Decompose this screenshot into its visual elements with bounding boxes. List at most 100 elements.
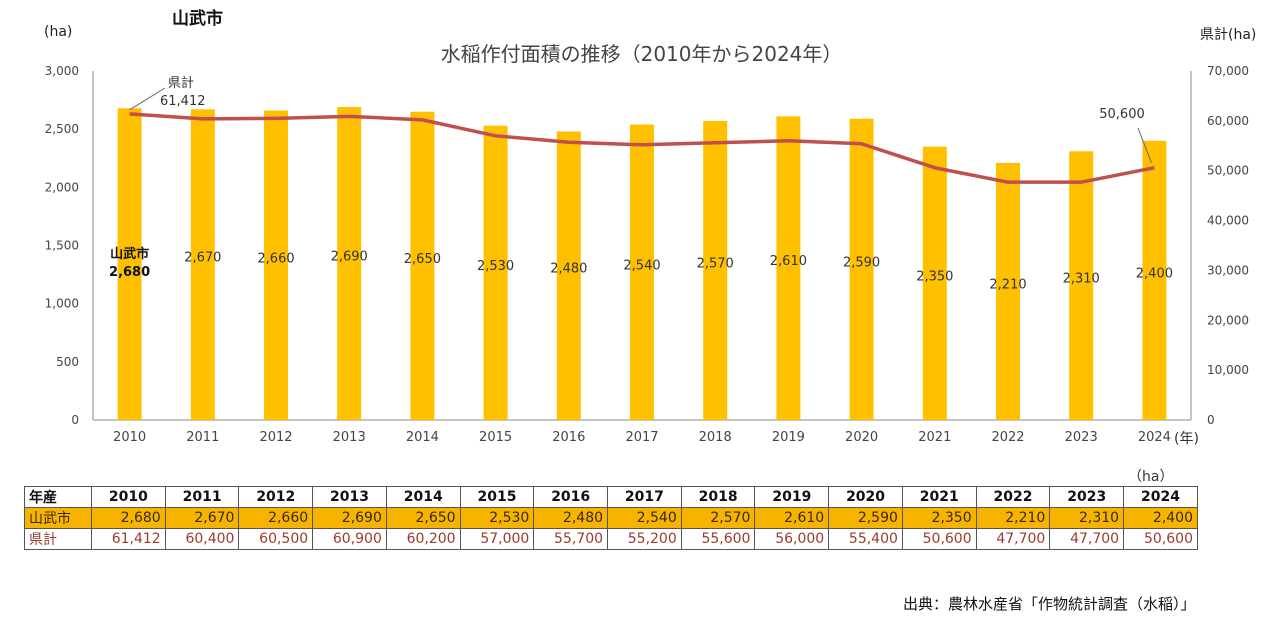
right-tick-label: 20,000 — [1207, 313, 1249, 327]
bar-series-name-label: 山武市 — [110, 246, 149, 262]
right-tick-label: 60,000 — [1207, 114, 1249, 128]
table-value-cell: 50,600 — [1123, 528, 1198, 550]
table-value-cell: 55,600 — [680, 528, 756, 550]
table-value-cell: 60,200 — [385, 528, 461, 550]
left-tick-label: 0 — [71, 413, 79, 427]
x-tick-label: 2011 — [186, 430, 219, 445]
x-tick-label: 2023 — [1065, 430, 1098, 445]
right-tick-label: 50,000 — [1207, 164, 1249, 178]
line-series — [129, 112, 1155, 184]
bar — [1142, 140, 1167, 421]
table-value-cell: 56,000 — [754, 528, 830, 550]
table-row-label: 山武市 — [24, 507, 92, 529]
table-value-cell: 2,480 — [533, 507, 609, 529]
table-year-cell: 2023 — [1049, 486, 1125, 508]
table-value-cell: 60,500 — [238, 528, 314, 550]
x-tick-label: 2016 — [552, 430, 585, 445]
annotation-leader — [1137, 127, 1152, 163]
x-tick-label: 2021 — [918, 430, 951, 445]
table-year-cell: 2022 — [975, 486, 1051, 508]
bar — [922, 146, 947, 420]
table-unit: （ha） — [1128, 469, 1174, 485]
table-year-cell: 2016 — [533, 486, 609, 508]
left-tick-label: 1,000 — [45, 297, 79, 311]
bar — [264, 110, 288, 420]
x-tick-label: 2017 — [625, 430, 658, 445]
table-year-cell: 2021 — [901, 486, 977, 508]
x-tick-label: 2022 — [991, 430, 1024, 445]
table-header-row: 年産 2010 2011 2012 2013 2014 2015 2016 2017 2018 20… — [24, 486, 1198, 508]
left-tick-label: 2,000 — [45, 180, 79, 194]
table-value-cell: 47,700 — [1049, 528, 1125, 550]
right-axis-unit: 県計(ha) — [1200, 27, 1257, 43]
right-tick-label: 30,000 — [1207, 263, 1249, 277]
table-value-cell: 2,210 — [975, 507, 1051, 529]
bar — [849, 118, 874, 421]
table-row: 県計 61,412 60,400 60,500 60,900 60,200 57,000 55… — [24, 528, 1198, 550]
bar-data-label: 2,350 — [916, 269, 953, 284]
left-axis-unit: (ha) — [44, 24, 73, 40]
x-tick-label: 2024 — [1138, 430, 1171, 445]
table-value-cell: 60,900 — [312, 528, 387, 550]
x-tick-label: 2013 — [333, 430, 366, 445]
x-tick-label: 2014 — [406, 430, 439, 445]
x-tick-label: 2018 — [699, 430, 732, 445]
table-header-label: 年産 — [24, 486, 92, 508]
x-axis-unit: (年) — [1174, 431, 1199, 447]
table-value-cell: 2,530 — [459, 507, 535, 529]
table-value-cell: 2,650 — [385, 507, 461, 529]
bar-data-label: 2,680 — [109, 265, 150, 280]
chart-area: 0 500 1,000 1,500 2,000 2,500 3,000 0 10,000 20,0… — [45, 64, 1249, 445]
table-year-cell: 2019 — [754, 486, 830, 508]
x-tick-label: 2010 — [113, 430, 146, 445]
table-year-cell: 2017 — [607, 486, 682, 508]
annotation-leader — [129, 87, 166, 111]
table-value-cell: 61,412 — [91, 528, 166, 550]
table-value-cell: 2,570 — [680, 507, 756, 529]
bar — [776, 116, 801, 421]
bar — [556, 131, 581, 420]
table-value-cell: 2,690 — [312, 507, 387, 529]
bar — [630, 124, 654, 420]
data-table: 年産 2010 2011 2012 2013 2014 2015 2016 2017 2018 20… — [24, 486, 1198, 550]
left-tick-label: 500 — [56, 355, 79, 369]
bar — [703, 121, 728, 421]
bar-data-label: 2,590 — [843, 255, 880, 270]
bar — [337, 107, 362, 421]
table-year-cell: 2020 — [828, 486, 903, 508]
bar-data-label: 2,530 — [477, 259, 514, 274]
line-data-label: 61,412 — [160, 94, 206, 109]
table-value-cell: 2,310 — [1049, 507, 1125, 529]
left-tick-label: 2,500 — [45, 122, 79, 136]
table-value-cell: 50,600 — [901, 528, 977, 550]
table-row: 山武市 2,680 2,670 2,660 2,690 2,650 2,530 2,480 2,… — [24, 507, 1198, 529]
table-value-cell: 2,610 — [754, 507, 830, 529]
left-tick-label: 3,000 — [45, 64, 79, 78]
table-value-cell: 2,400 — [1123, 507, 1198, 529]
table-year-cell: 2010 — [91, 486, 166, 508]
page-title: 山武市 — [172, 9, 223, 29]
bar — [483, 125, 508, 420]
table-value-cell: 55,400 — [828, 528, 903, 550]
table-year-cell: 2014 — [385, 486, 461, 508]
table-value-cell: 2,590 — [828, 507, 903, 529]
bar-data-label: 2,690 — [331, 250, 368, 265]
table-value-cell: 2,680 — [91, 507, 166, 529]
bar-data-label: 2,570 — [697, 257, 734, 272]
table-value-cell: 47,700 — [975, 528, 1051, 550]
bar — [996, 162, 1020, 421]
bar-data-label: 2,210 — [989, 277, 1026, 292]
bar — [190, 109, 215, 420]
table-value-cell: 60,400 — [164, 528, 240, 550]
table-year-cell: 2012 — [238, 486, 314, 508]
line-data-label: 50,600 — [1099, 107, 1145, 122]
bar — [410, 111, 435, 420]
table-year-cell: 2024 — [1123, 486, 1198, 508]
bar-data-label: 2,400 — [1136, 266, 1173, 281]
bar-data-label: 2,660 — [257, 251, 294, 266]
bar — [1069, 151, 1094, 420]
x-tick-label: 2019 — [772, 430, 805, 445]
x-tick-label: 2015 — [479, 430, 512, 445]
bar — [117, 108, 142, 420]
table-year-cell: 2011 — [164, 486, 240, 508]
